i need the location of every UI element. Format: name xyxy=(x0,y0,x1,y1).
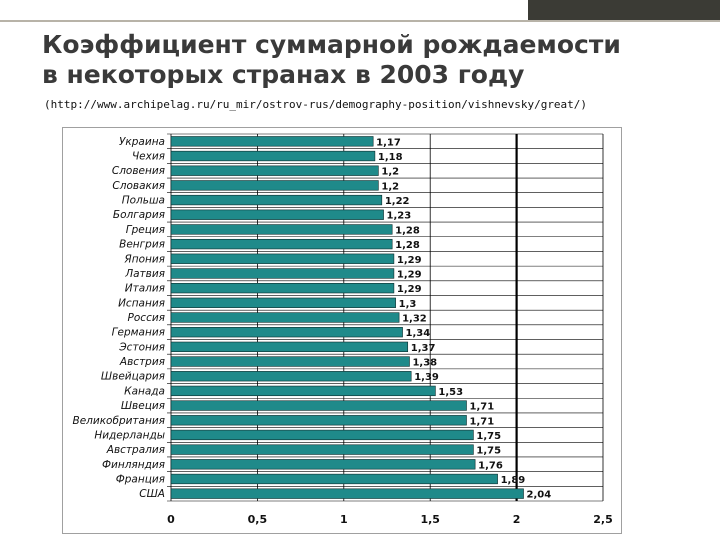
category-label: Болгария xyxy=(113,209,165,221)
category-label: Испания xyxy=(118,297,165,309)
category-label: США xyxy=(139,488,165,500)
value-label: 1,3 xyxy=(399,299,417,310)
category-label: Швеция xyxy=(121,400,165,412)
category-label: Италия xyxy=(125,283,165,295)
x-tick-label: 0 xyxy=(167,513,175,526)
bar xyxy=(170,356,410,367)
value-label: 1,76 xyxy=(478,460,503,471)
value-label: 1,89 xyxy=(501,475,526,486)
value-label: 1,39 xyxy=(414,372,439,383)
bar xyxy=(170,224,393,235)
bar xyxy=(170,150,376,162)
category-label: Германия xyxy=(112,327,165,339)
category-label: Латвия xyxy=(124,268,165,280)
category-label: Польша xyxy=(122,195,165,207)
category-label: Словения xyxy=(112,165,165,177)
x-tick-label: 2,5 xyxy=(593,513,613,526)
bar xyxy=(170,473,498,485)
value-label: 1,38 xyxy=(412,358,437,369)
value-label: 1,32 xyxy=(402,314,427,325)
bar xyxy=(170,341,409,353)
value-label: 1,29 xyxy=(397,255,422,266)
bar xyxy=(170,459,476,470)
category-label: Греция xyxy=(126,224,165,236)
value-label: 1,29 xyxy=(397,269,422,280)
category-label: Австрия xyxy=(119,356,165,368)
value-label: 1,75 xyxy=(476,431,501,442)
category-label: Чехия xyxy=(132,151,165,163)
value-label: 1,23 xyxy=(387,211,412,222)
bar xyxy=(170,253,395,264)
category-label: Швейцария xyxy=(101,371,165,383)
bar xyxy=(170,209,384,220)
value-label: 1,28 xyxy=(395,240,420,251)
category-label: Венгрия xyxy=(119,239,165,251)
bar xyxy=(170,312,400,323)
x-tick-label: 1 xyxy=(340,513,348,526)
bar-chart: Украина 1,17 Чехия 1,18 Словения 1,2 Словакия 1… xyxy=(73,133,613,526)
bar xyxy=(170,194,383,206)
category-label: Словакия xyxy=(112,180,165,192)
value-label: 1,2 xyxy=(381,167,399,178)
bar xyxy=(170,444,474,455)
slide-title: Коэффициент суммарной рождаемости в неко… xyxy=(42,30,702,90)
value-label: 1,22 xyxy=(385,196,410,207)
bar xyxy=(170,488,524,499)
bar xyxy=(170,415,467,426)
top-divider xyxy=(0,20,720,22)
value-label: 1,75 xyxy=(476,446,501,457)
value-label: 1,34 xyxy=(406,328,431,339)
value-label: 1,2 xyxy=(381,181,399,192)
value-label: 1,53 xyxy=(438,387,463,398)
value-label: 1,18 xyxy=(378,152,403,163)
chart-frame: Украина 1,17 Чехия 1,18 Словения 1,2 Словакия 1… xyxy=(62,127,622,534)
value-label: 1,17 xyxy=(376,137,401,148)
bar xyxy=(170,400,467,411)
category-label: Финляндия xyxy=(102,459,165,471)
bar xyxy=(170,371,412,382)
category-label: Австралия xyxy=(106,444,165,456)
category-label: Великобритания xyxy=(73,415,166,427)
bar xyxy=(170,297,396,308)
value-label: 1,71 xyxy=(469,402,494,413)
top-accent-bar xyxy=(528,0,720,20)
category-label: Эстония xyxy=(118,341,165,353)
title-line-2: в некоторых странах в 2003 году xyxy=(42,60,525,89)
value-label: 1,71 xyxy=(469,416,494,427)
category-label: Украина xyxy=(119,136,165,148)
source-link[interactable]: (http://www.archipelag.ru/ru_mir/ostrov-… xyxy=(44,98,588,111)
bar xyxy=(170,238,393,250)
bar xyxy=(170,136,374,147)
bar xyxy=(170,385,436,397)
value-label: 1,37 xyxy=(411,343,436,354)
x-tick-label: 1,5 xyxy=(420,513,440,526)
value-label: 1,28 xyxy=(395,225,420,236)
category-label: Нидерланды xyxy=(94,429,165,441)
category-label: Канада xyxy=(124,385,165,397)
bar xyxy=(170,268,395,279)
title-line-1: Коэффициент суммарной рождаемости xyxy=(42,30,621,59)
x-tick-label: 0,5 xyxy=(248,513,268,526)
value-label: 2,04 xyxy=(527,490,552,501)
bar xyxy=(170,180,379,191)
category-label: Россия xyxy=(128,312,165,324)
bar xyxy=(170,282,395,294)
x-tick-label: 2 xyxy=(513,513,521,526)
category-label: Франция xyxy=(116,473,165,485)
bar xyxy=(170,165,379,176)
bar xyxy=(170,327,403,338)
value-label: 1,29 xyxy=(397,284,422,295)
category-label: Япония xyxy=(123,253,165,265)
bar xyxy=(170,429,474,441)
